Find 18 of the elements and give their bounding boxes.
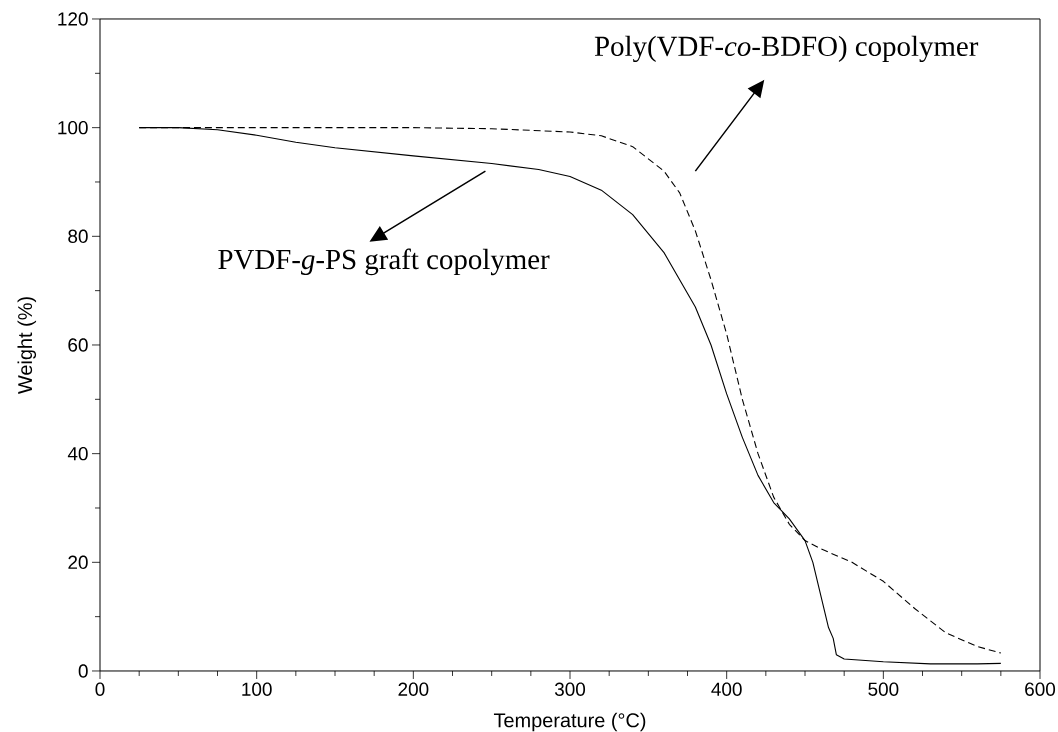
x-tick-label: 100 [242,682,272,696]
y-tick-label: 60 [68,338,88,352]
x-tick-label: 600 [1025,682,1056,696]
y-axis-title: Weight (%) [17,297,37,394]
x-tick-label: 0 [95,682,105,696]
x-tick-label: 400 [711,682,742,696]
y-tick-label: 40 [67,446,88,461]
x-axis-title: Temperature (°C) [493,712,646,732]
annotation: PVDF-g-PS graft copolymer [218,248,550,276]
y-tick-label: 20 [68,555,88,570]
x-tick-label: 500 [868,682,899,696]
y-tick-label: 120 [58,12,88,26]
annotation: Poly(VDF-co-BDFO) copolymer [594,35,979,62]
x-tick-label: 300 [554,682,586,696]
y-tick-label: 80 [68,229,88,244]
y-tick-label: 0 [78,664,88,678]
x-tick-label: 200 [398,682,429,696]
y-tick-label: 100 [58,120,88,135]
